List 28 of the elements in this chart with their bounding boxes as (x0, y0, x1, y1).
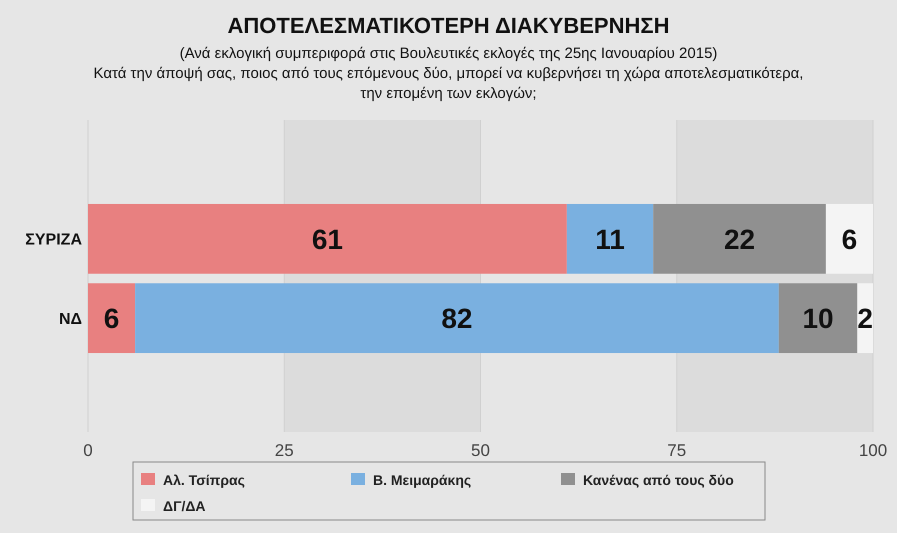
bar (778, 283, 858, 354)
x-tick-label: 0 (83, 441, 93, 460)
bar (88, 204, 567, 274)
x-tick-label: 50 (471, 441, 490, 460)
legend-label: ΔΓ/ΔΑ (163, 498, 206, 514)
data-label: 11 (595, 224, 625, 255)
bar (826, 204, 873, 274)
data-label: 82 (441, 303, 473, 334)
data-label: 6 (842, 224, 858, 255)
chart-title: ΑΠΟΤΕΛΕΣΜΑΤΙΚΟΤΕΡΗ ΔΙΑΚΥΒΕΡΝΗΣΗ (228, 13, 670, 38)
bar (88, 283, 136, 354)
x-tick-label: 25 (274, 441, 294, 460)
x-tick-label: 75 (667, 441, 686, 460)
data-label: 6 (104, 303, 120, 334)
data-label: 2 (857, 303, 873, 334)
x-tick-label: 100 (858, 441, 888, 460)
legend-label: Κανένας από τους δύο (583, 472, 734, 488)
data-label: 10 (802, 303, 834, 334)
data-label: 22 (724, 224, 756, 255)
bar (566, 204, 654, 274)
legend-label: Αλ. Τσίπρας (163, 472, 245, 488)
legend-label: Β. Μειμαράκης (373, 472, 472, 488)
data-label: 61 (312, 224, 344, 255)
bar (653, 204, 826, 274)
chart-subtitle: (Ανά εκλογική συμπεριφορά στις Βουλευτικές εκλογές της 25ης Ιανουαρίου 2015) Κατά την άποψή σας, ποιος από τους επόμενους δύο, μπορεί να κυβερνήσει τη χώρα αποτελεσματικότερα, την επομένη των εκλογών; (94, 45, 804, 102)
bar (135, 283, 779, 354)
y-tick-label: ΣΥΡΙΖΑ (25, 232, 82, 249)
y-tick-label: ΝΔ (58, 310, 82, 328)
